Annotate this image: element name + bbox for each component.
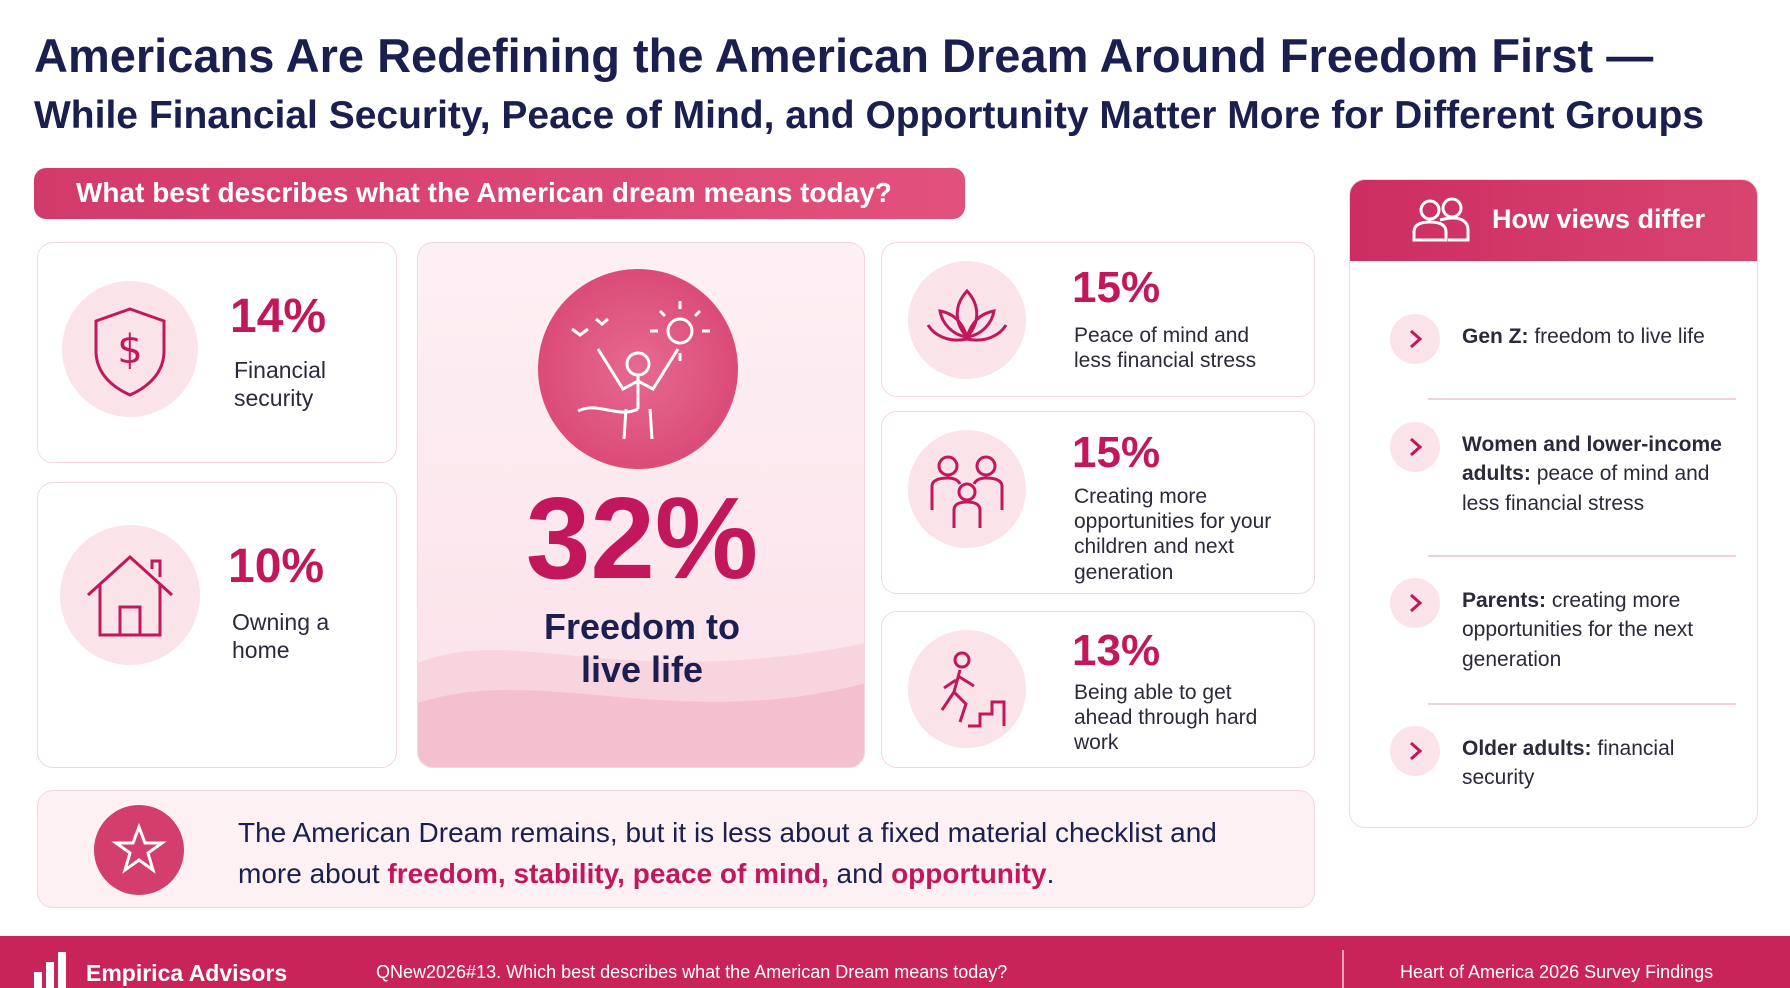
icon-circle [908,261,1026,379]
house-icon [86,554,174,637]
summary-highlight: freedom, stability, peace of mind, [387,857,829,889]
chevron-icon [1410,741,1423,761]
card-hard-work: 13% Being able to get ahead through hard… [881,611,1315,768]
percent: 15% [1072,263,1161,312]
separator [1428,398,1736,400]
summary-part: The American Dream remains, but it is le… [238,817,1217,889]
percent: 13% [1072,626,1161,675]
stairs-icon [940,651,1006,728]
icon-circle [908,630,1026,748]
summary-part: and [828,857,892,889]
sidebar-item: Women and lower-income adults: peace of … [1390,422,1740,518]
brand-logo [34,952,66,988]
group: Older adults: [1462,737,1592,760]
percent: 15% [1072,428,1161,477]
summary-box: The American Dream remains, but it is le… [37,790,1315,908]
group: Women and lower-income adults: [1462,433,1722,486]
source: QNew2026#13. Which best describes what t… [376,962,1008,982]
summary-text: The American Dream remains, but it is le… [238,813,1248,894]
brand: Empirica Advisors [86,960,288,986]
question: What best describes what the American dr… [76,177,892,208]
title-line2: While Financial Security, Peace of Mind,… [34,94,1704,137]
star-circle [94,805,184,895]
summary-part: . [1046,857,1055,889]
summary-highlight: opportunity [891,857,1047,889]
people-icon [1412,197,1470,242]
sidebar-item: Older adults: financial security [1390,726,1740,793]
group: Gen Z: [1462,325,1529,348]
icon-circle: $ [62,281,198,417]
freedom-icon [571,301,710,440]
label: Creating more opportunities for your chi… [1074,485,1272,584]
lotus-icon [926,288,1008,342]
title-line1: Americans Are Redefining the American Dr… [34,29,1654,82]
sidebar-header: How views differ [1350,180,1757,261]
item-text: Gen Z: freedom to live life [1462,322,1705,351]
percent: 14% [230,290,327,343]
card-financial-security: $ 14% Financial security [37,242,397,463]
group: Parents: [1462,589,1547,612]
footer: Empirica Advisors QNew2026#13. Which bes… [0,936,1790,988]
icon-circle [908,430,1026,548]
percent: 10% [228,540,325,593]
label: Being able to get ahead through hard wor… [1074,681,1258,755]
waves [418,643,864,767]
view: peace of mind and less financial stress [1462,462,1710,515]
icon-circle [60,525,200,665]
svg-text:$: $ [117,327,142,373]
label: Freedom to live life [543,606,740,691]
chevron [1390,578,1440,628]
chevron [1390,422,1440,472]
chevron-icon [1410,437,1423,457]
icon-circle [538,269,738,469]
label: Financial security [234,357,327,411]
shield-icon: $ [94,307,166,397]
item-text: Older adults: financial security [1462,734,1702,793]
sidebar-item: Parents: creating more opportunities for… [1390,578,1740,674]
chevron [1390,726,1440,776]
question-banner: What best describes what the American dr… [34,168,965,219]
sidebar-item: Gen Z: freedom to live life [1390,314,1740,364]
card-freedom: 32% Freedom to live life [417,242,865,768]
sidebar: How views differ [1349,179,1758,828]
chevron [1390,314,1440,364]
separator [1428,555,1736,557]
item-text: Parents: creating more opportunities for… [1462,586,1702,674]
report: Heart of America 2026 Survey Findings [1400,962,1714,982]
view: freedom to live life [1534,325,1705,348]
sidebar-title: How views differ [1492,204,1706,234]
item-text: Women and lower-income adults: peace of … [1462,430,1740,518]
view: creating more opportunities for the next… [1462,589,1694,671]
chevron-icon [1410,329,1423,349]
footer-divider [1342,950,1344,988]
card-peace: 15% Peace of mind and less financial str… [881,242,1315,397]
label: Peace of mind and less financial stress [1074,324,1257,373]
star-icon [111,822,167,874]
percent: 32% [525,473,759,603]
card-owning-home: 10% Owning a home [37,482,397,768]
separator [1428,703,1736,705]
label: Owning a home [232,609,330,663]
view: financial security [1462,737,1675,790]
chevron-icon [1410,593,1423,613]
family-icon [930,455,1004,528]
card-opportunities: 15% Creating more opportunities for your… [881,411,1315,594]
